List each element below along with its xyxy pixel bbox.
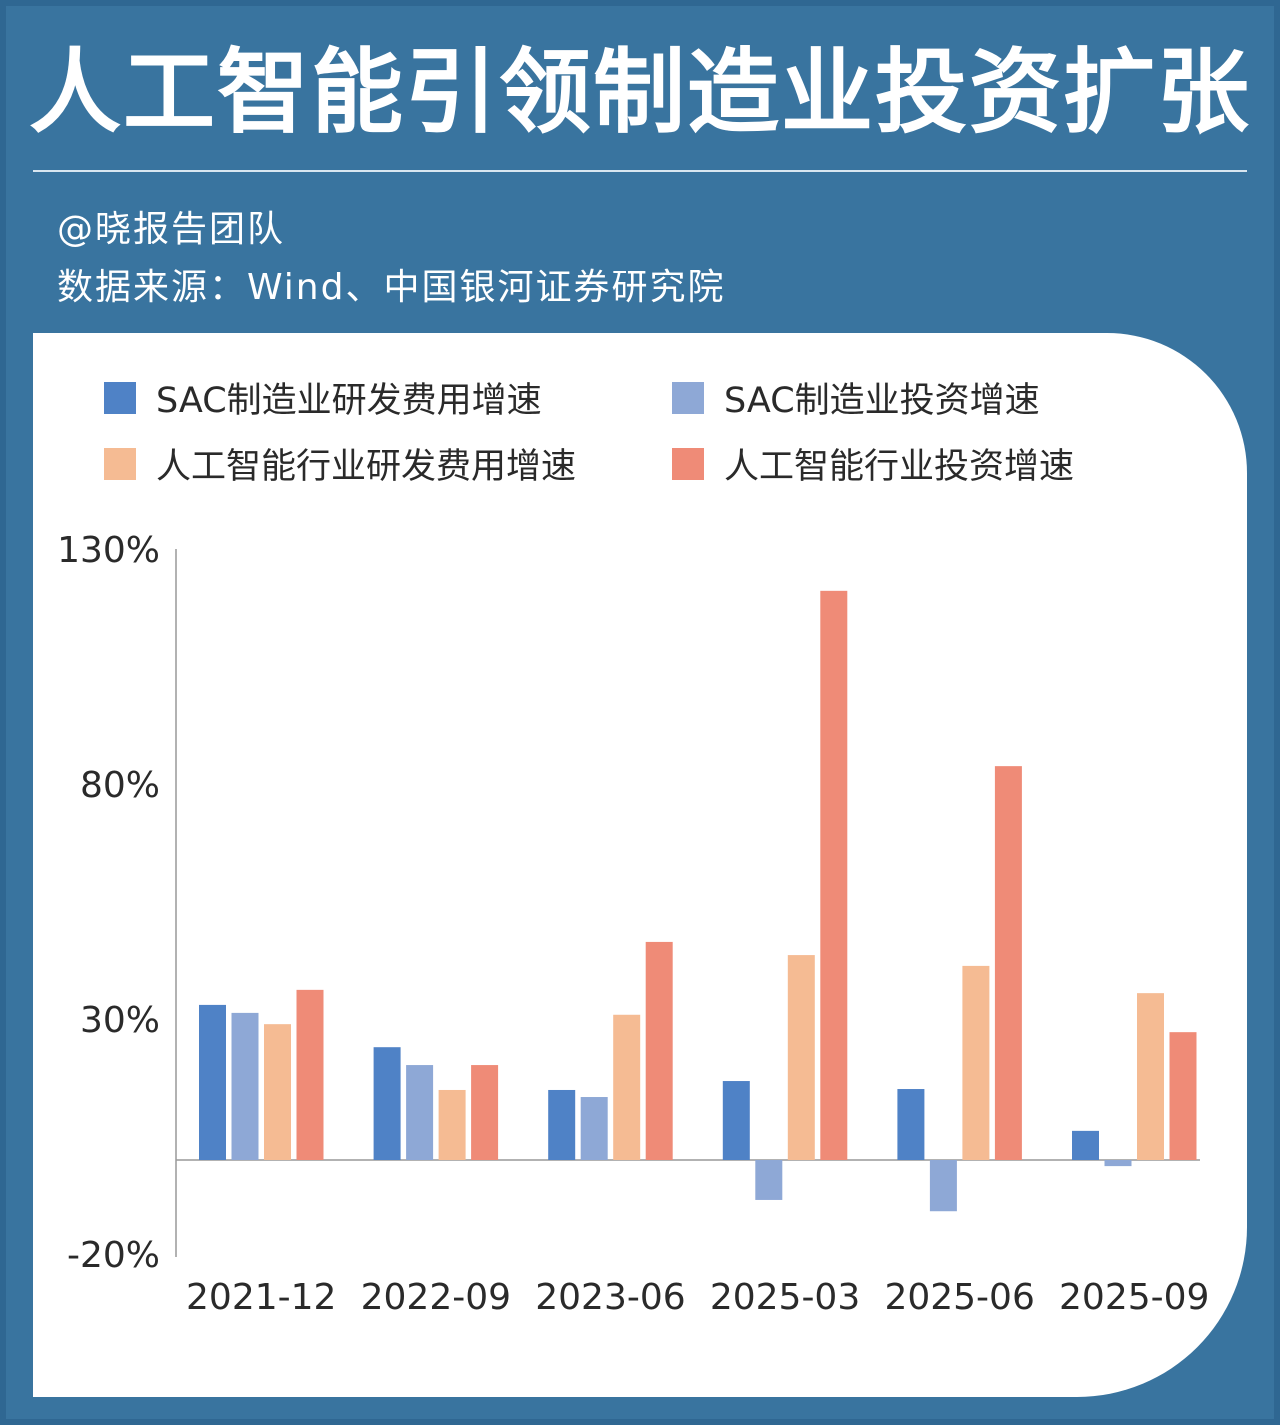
bar (645, 941, 673, 1160)
x-tick-label: 2025-03 (710, 1277, 860, 1318)
legend-label: 人工智能行业研发费用增速 (156, 447, 577, 487)
bar (580, 1097, 608, 1160)
legend-label: SAC制造业研发费用增速 (156, 381, 542, 421)
bar (755, 1160, 783, 1200)
author-label: @晓报告团队 (57, 209, 286, 250)
x-tick-label: 2023-06 (535, 1277, 685, 1318)
y-tick-label: -20% (67, 1235, 160, 1276)
bar (471, 1065, 499, 1160)
chart-panel (33, 333, 1247, 1397)
legend-item: SAC制造业研发费用增速 (104, 372, 542, 423)
bar (548, 1089, 576, 1160)
x-tick-label: 2025-06 (884, 1277, 1034, 1318)
bar (296, 989, 324, 1160)
legend-label: SAC制造业投资增速 (724, 381, 1040, 421)
bar (962, 965, 990, 1160)
bar (1137, 993, 1164, 1160)
bar (373, 1047, 401, 1160)
bar (897, 1089, 925, 1160)
bar (1072, 1130, 1099, 1160)
source-label: 数据来源：Wind、中国银河证券研究院 (57, 267, 726, 308)
x-tick-label: 2025-09 (1059, 1277, 1209, 1318)
bar (406, 1065, 434, 1160)
legend-item: SAC制造业投资增速 (672, 372, 1040, 423)
page-title: 人工智能引领制造业投资扩张 (28, 39, 1251, 146)
divider (33, 170, 1247, 172)
bar (199, 1004, 226, 1160)
y-tick-label: 130% (57, 530, 160, 571)
bar (1169, 1032, 1197, 1160)
x-tick-label: 2021-12 (186, 1277, 336, 1318)
bar (820, 590, 848, 1160)
bar (787, 955, 815, 1160)
legend-swatch (672, 381, 704, 414)
y-tick-label: 80% (80, 765, 160, 806)
bar (994, 766, 1022, 1160)
bar (929, 1160, 957, 1212)
x-tick-label: 2022-09 (361, 1277, 511, 1318)
bar (613, 1014, 641, 1160)
bar (1104, 1160, 1132, 1167)
legend-swatch (104, 381, 136, 414)
bar (722, 1081, 750, 1160)
bar (264, 1024, 291, 1160)
legend-label: 人工智能行业投资增速 (724, 447, 1075, 487)
legend-swatch (672, 447, 704, 480)
bar (231, 1012, 259, 1160)
legend-swatch (104, 447, 136, 480)
legend-item: 人工智能行业研发费用增速 (104, 438, 576, 489)
legend-item: 人工智能行业投资增速 (672, 438, 1074, 489)
y-tick-label: 30% (80, 1000, 160, 1041)
bar (438, 1089, 466, 1160)
